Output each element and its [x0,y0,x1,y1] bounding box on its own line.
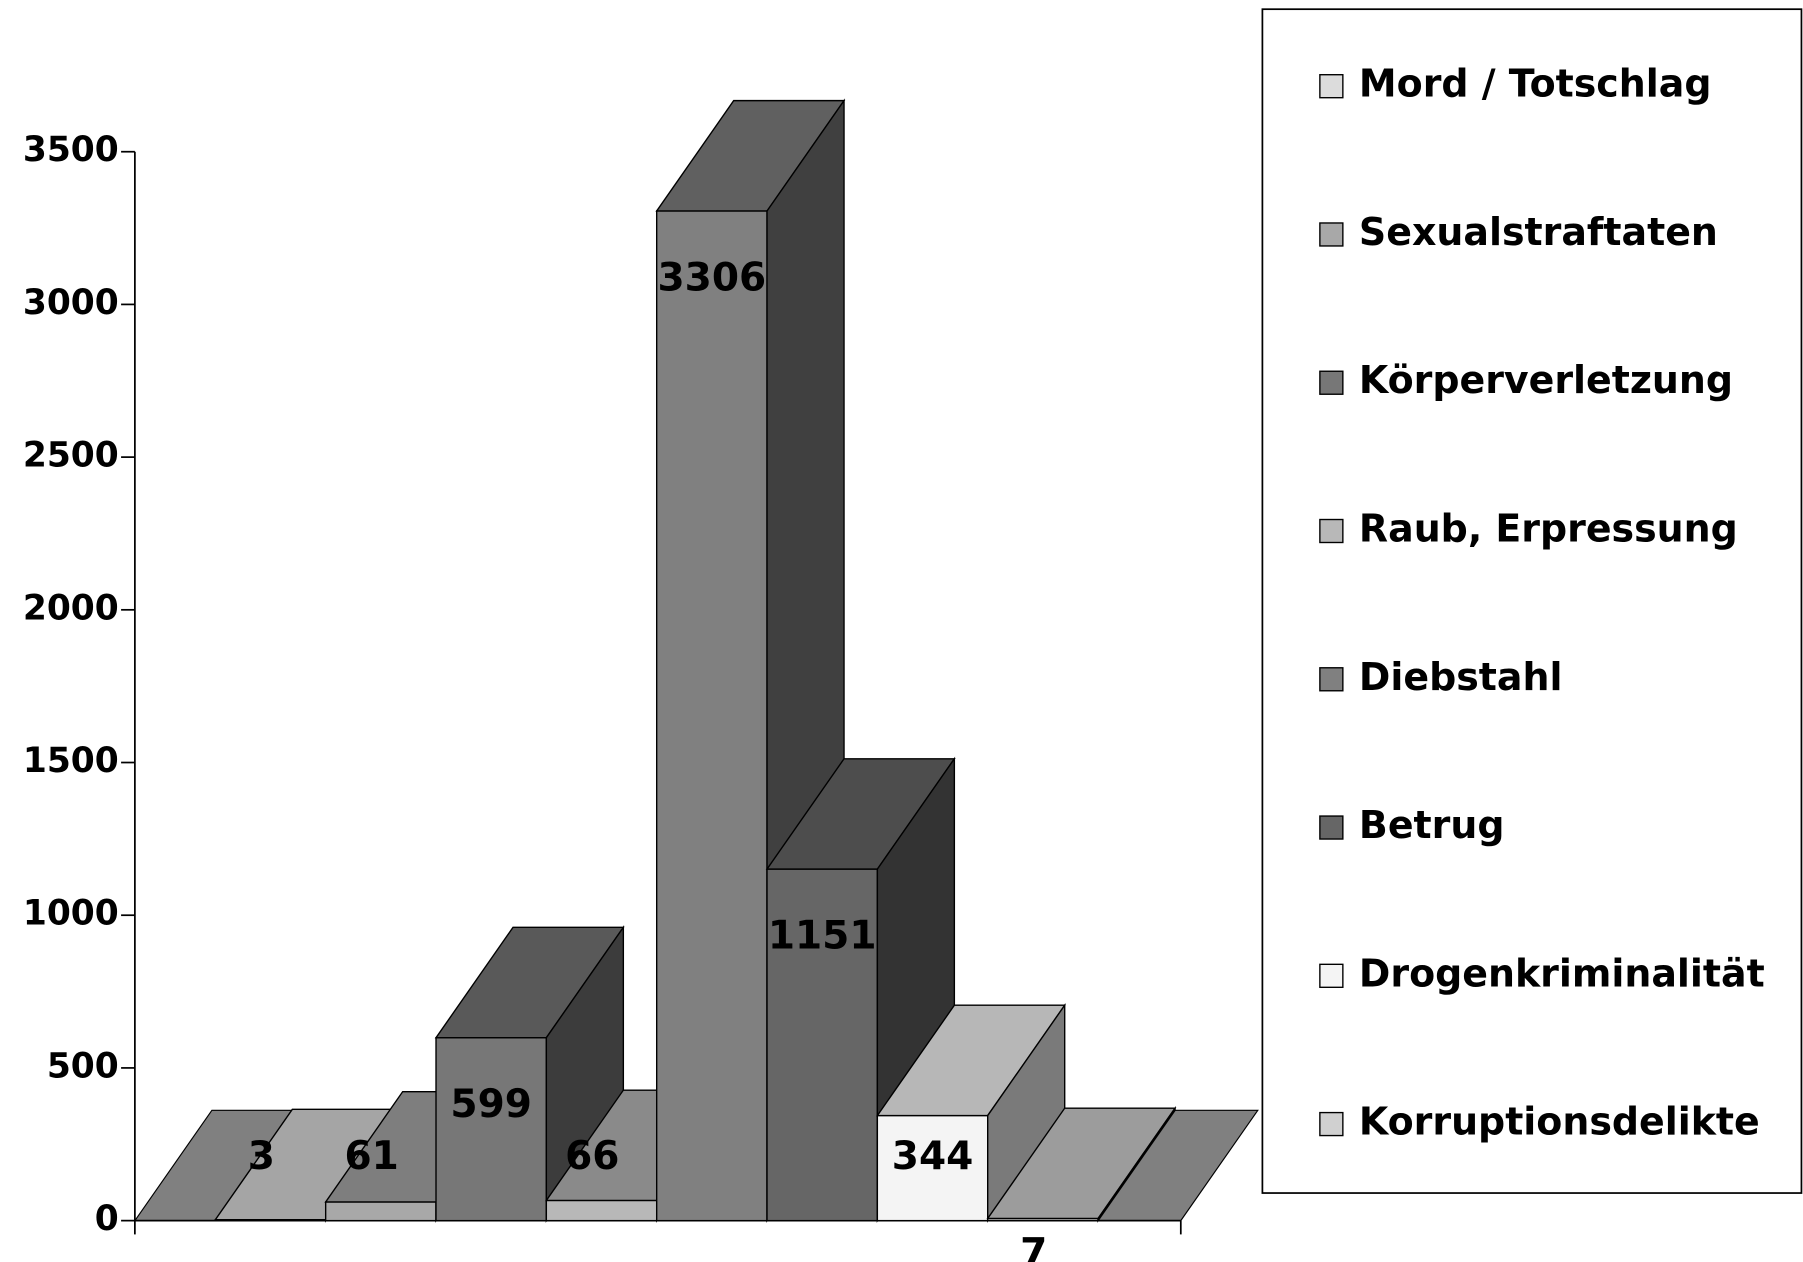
legend-swatch [1319,518,1344,544]
bar-side [1097,1105,1176,1223]
bar-front [655,210,768,1222]
bar-front [324,1201,437,1222]
legend-label: Raub, Erpressung [1359,507,1738,551]
data-label: 3306 [657,255,766,300]
data-label: 66 [565,1134,619,1179]
bar-front [766,868,879,1222]
y-tick-label: 3000 [23,283,119,323]
legend-label: Betrug [1359,803,1505,847]
data-label: 7 [1020,1231,1047,1262]
legend-label: Diebstahl [1359,655,1563,699]
legend-label: Körperverletzung [1359,358,1733,402]
legend-label: Drogenkriminalität [1359,951,1765,995]
y-tick-label: 2000 [23,588,119,628]
legend-label: Mord / Totschlag [1359,62,1712,106]
data-label: 344 [892,1134,974,1179]
legend-swatch [1319,667,1344,692]
y-tick-label: 500 [47,1046,119,1086]
y-tick-label: 2500 [23,436,119,476]
y-tick-label: 1500 [23,741,119,781]
y-tick-label: 3500 [23,130,119,170]
data-label: 3 [248,1134,275,1179]
legend-box [1261,8,1803,1194]
data-label: 1151 [768,914,877,959]
legend-swatch [1319,222,1344,247]
y-tick-label: 0 [95,1199,119,1239]
legend-swatch [1319,74,1344,99]
legend-swatch [1319,815,1344,840]
legend-swatch [1319,370,1344,395]
data-label: 599 [450,1082,532,1127]
legend-swatch [1319,963,1344,988]
bar-front [545,1199,658,1222]
bar-front [435,1036,548,1222]
data-label: 61 [344,1134,398,1179]
legend-label: Korruptionsdelikte [1359,1100,1760,1144]
legend-label: Sexualstraftaten [1359,210,1718,254]
legend-swatch [1319,1111,1344,1137]
y-tick-label: 1000 [23,894,119,934]
